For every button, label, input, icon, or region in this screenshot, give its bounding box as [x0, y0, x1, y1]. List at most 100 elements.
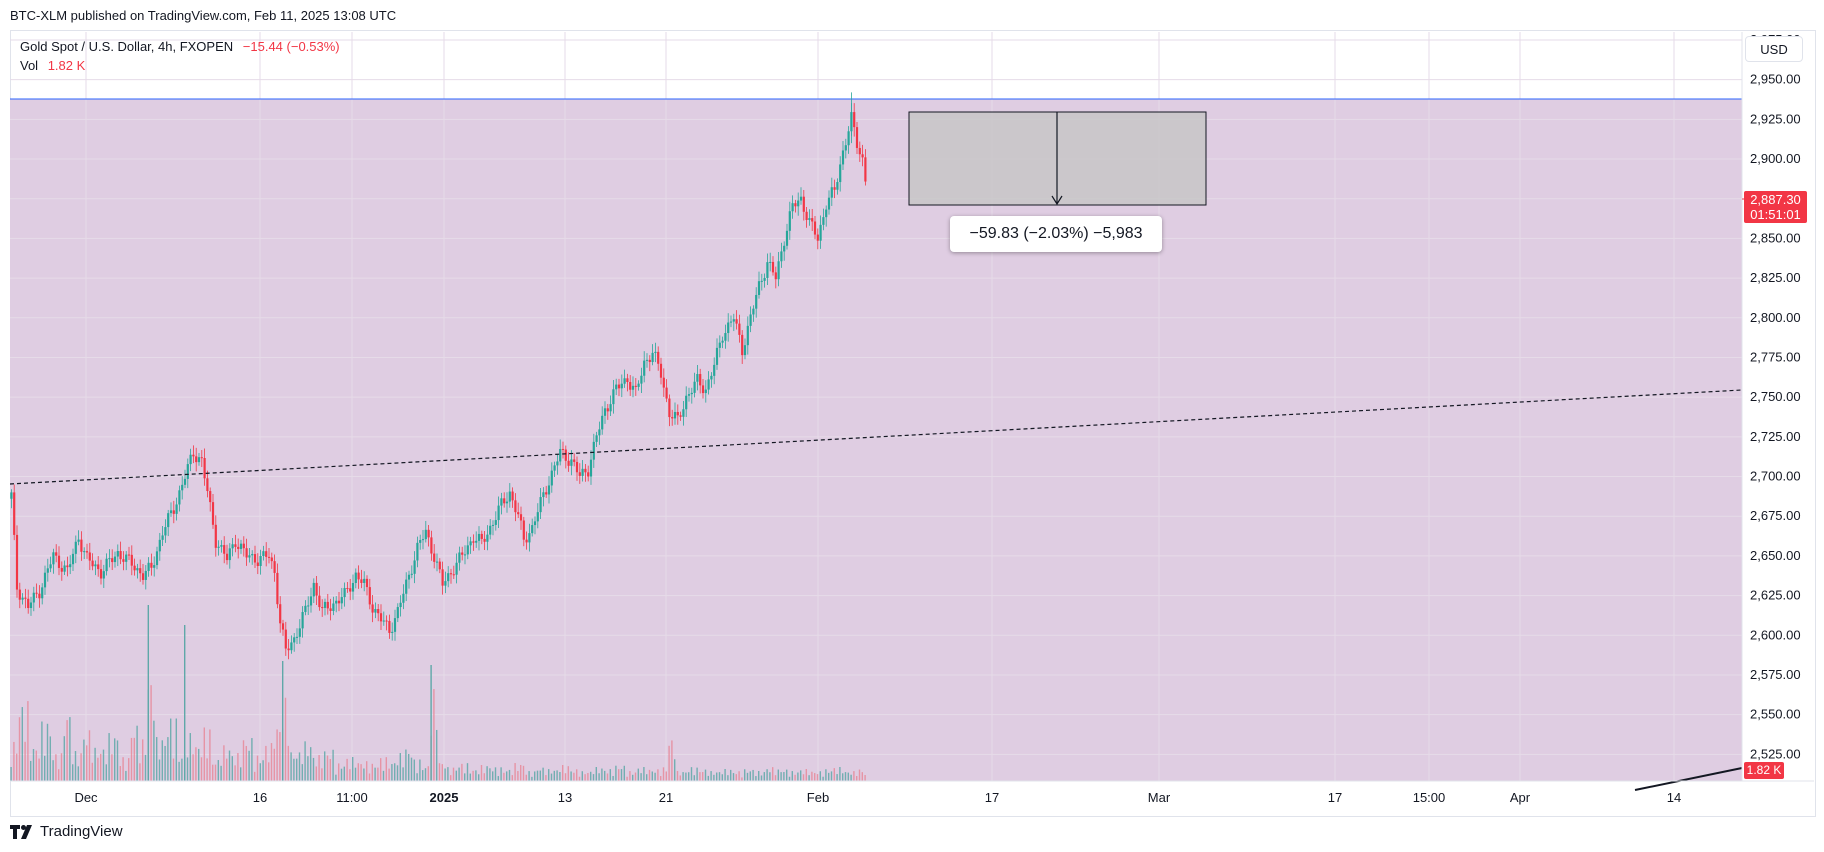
volume-bar: [262, 760, 264, 781]
volume-bar: [718, 772, 721, 781]
volume-bar: [794, 774, 796, 781]
candle-body: [251, 554, 254, 556]
volume-bar: [693, 775, 695, 781]
candle-body: [738, 323, 741, 335]
y-tick-label: 2,800.00: [1750, 310, 1801, 325]
volume-bar: [139, 763, 141, 781]
volume-bar: [856, 776, 858, 781]
candle-body: [760, 280, 763, 282]
volume-bar: [290, 752, 292, 781]
candle-body: [808, 218, 811, 220]
candle-body: [827, 197, 831, 210]
volume-bar: [458, 767, 460, 781]
candle-body: [357, 572, 360, 580]
volume-bar: [651, 771, 653, 781]
volume-bar: [637, 768, 639, 781]
candle-body: [116, 551, 119, 557]
candle-body: [430, 537, 433, 554]
volume-bar: [735, 774, 737, 781]
candle-body: [519, 514, 523, 521]
candle-body: [21, 597, 24, 600]
volume-bar: [326, 755, 329, 781]
volume-bar: [464, 773, 466, 781]
candle-body: [732, 319, 735, 322]
candle-body: [379, 613, 383, 622]
volume-bar: [839, 767, 841, 781]
candle-body: [517, 512, 520, 515]
volume-bar: [301, 764, 303, 781]
volume-bar: [189, 733, 191, 781]
volume-bar: [192, 754, 194, 781]
y-tick-label: 2,775.00: [1750, 349, 1801, 364]
candle-body: [584, 468, 587, 473]
volume-bar: [483, 773, 485, 781]
candle-body: [634, 385, 637, 387]
x-tick-label: 16: [253, 790, 267, 805]
volume-bar: [186, 757, 189, 781]
candle-body: [671, 417, 674, 419]
currency-button[interactable]: USD: [1745, 36, 1803, 62]
candle-body: [475, 540, 478, 543]
candle-body: [228, 548, 231, 561]
candle-body: [354, 572, 357, 583]
volume-bar: [380, 758, 382, 781]
volume-bar: [396, 765, 399, 781]
volume-bar: [472, 770, 474, 781]
candle-body: [127, 554, 131, 556]
volume-bar: [724, 769, 726, 781]
volume-bar: [489, 768, 491, 781]
volume-bar: [422, 770, 424, 781]
candle-body: [421, 539, 425, 541]
volume-bar: [592, 774, 595, 781]
candle-body: [749, 314, 752, 326]
volume-bar: [702, 772, 704, 781]
symbol-label: Gold Spot / U.S. Dollar, 4h, FXOPEN: [20, 39, 234, 54]
volume-bar: [581, 771, 583, 781]
candle-body: [769, 261, 772, 263]
candle-body: [441, 569, 444, 586]
tradingview-logo[interactable]: TradingView: [10, 823, 123, 840]
volume-bar: [478, 774, 480, 781]
candle-body: [346, 588, 349, 590]
candle-body: [270, 557, 273, 562]
volume-bar: [256, 755, 259, 781]
volume-bar: [293, 758, 295, 781]
candle-body: [508, 491, 511, 502]
volume-bar: [220, 765, 222, 781]
candle-body: [312, 582, 315, 597]
candle-body: [105, 558, 108, 572]
candle-body: [265, 551, 268, 557]
candle-body: [741, 334, 744, 356]
candle-body: [298, 628, 301, 637]
candle-body: [181, 484, 184, 491]
volume-bar: [153, 720, 155, 781]
volume-bar: [102, 749, 105, 781]
candle-body: [374, 609, 377, 613]
candle-body: [52, 552, 55, 565]
candle-body: [561, 448, 565, 450]
candle-body: [38, 593, 41, 599]
volume-bar: [788, 776, 791, 781]
candle-body: [864, 157, 867, 182]
candle-body: [587, 472, 590, 477]
candle-body: [531, 525, 534, 534]
volume-bar: [142, 739, 144, 781]
symbol-legend[interactable]: Gold Spot / U.S. Dollar, 4h, FXOPEN −15.…: [20, 39, 340, 54]
volume-legend[interactable]: Vol 1.82 K: [20, 58, 85, 73]
volume-bar: [816, 774, 819, 781]
volume-bar: [377, 767, 379, 781]
candle-body: [533, 521, 537, 526]
volume-bar: [643, 767, 645, 781]
trendline[interactable]: [9, 389, 1743, 485]
candle-body: [343, 588, 346, 598]
volume-bar: [371, 763, 373, 781]
candle-body: [413, 560, 416, 574]
candle-body: [799, 196, 803, 201]
volume-bar: [811, 771, 813, 781]
candle-body: [461, 552, 464, 555]
candle-body: [855, 127, 859, 148]
volume-bar: [27, 701, 29, 781]
volume-bar: [480, 765, 483, 781]
candle-body: [253, 554, 257, 563]
